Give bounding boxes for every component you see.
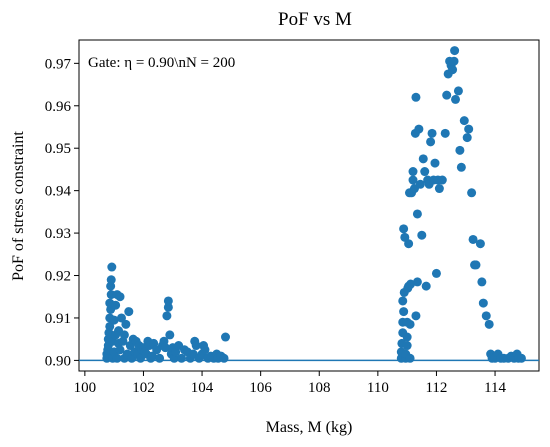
data-point <box>404 239 414 249</box>
data-point <box>427 128 437 138</box>
data-point <box>177 353 187 363</box>
data-point <box>426 137 436 147</box>
data-point <box>481 311 491 321</box>
data-point <box>450 46 460 56</box>
data-point <box>191 341 201 351</box>
data-point <box>415 179 425 189</box>
data-point <box>478 298 488 308</box>
data-point <box>459 116 469 126</box>
data-point <box>467 188 477 198</box>
data-point <box>163 296 173 306</box>
data-point <box>462 133 472 143</box>
data-point <box>475 239 485 249</box>
x-tick-label: 100 <box>74 380 97 396</box>
y-axis: 0.90 0.91 0.92 0.93 0.94 0.95 0.96 0.97 <box>45 56 79 369</box>
data-point <box>106 275 116 285</box>
data-point <box>165 330 175 340</box>
data-point <box>402 332 412 342</box>
data-point <box>456 162 466 172</box>
data-point <box>124 307 134 317</box>
data-point <box>408 167 418 177</box>
data-point <box>453 86 463 96</box>
data-point <box>471 260 481 270</box>
y-tick-label: 0.97 <box>45 56 72 72</box>
y-axis-label: PoF of stress constraint <box>10 131 27 281</box>
data-point <box>431 268 441 278</box>
x-tick-label: 108 <box>308 380 331 396</box>
x-axis: 100 102 104 106 108 110 112 114 <box>74 371 507 396</box>
data-point <box>464 124 474 134</box>
data-point <box>412 277 422 287</box>
x-tick-label: 106 <box>249 380 272 396</box>
data-point <box>421 281 431 291</box>
data-point <box>468 234 478 244</box>
data-point <box>402 341 412 351</box>
data-point <box>121 319 131 329</box>
data-point <box>455 145 465 155</box>
data-point <box>115 292 125 302</box>
data-points <box>102 46 526 363</box>
data-point <box>155 353 165 363</box>
data-point <box>420 167 430 177</box>
x-tick-label: 114 <box>484 380 506 396</box>
data-point <box>408 175 418 185</box>
data-point <box>477 277 487 287</box>
x-tick-label: 112 <box>425 380 447 396</box>
data-point <box>119 330 129 340</box>
x-axis-label: Mass, M (kg) <box>266 419 353 436</box>
data-point <box>107 262 117 272</box>
y-tick-label: 0.94 <box>45 184 72 200</box>
data-point <box>109 315 119 325</box>
data-point <box>105 321 115 331</box>
data-point <box>418 154 428 164</box>
data-point <box>484 319 494 329</box>
y-tick-label: 0.93 <box>45 226 71 242</box>
data-point <box>450 94 460 104</box>
data-point <box>111 300 121 310</box>
y-tick-label: 0.96 <box>45 99 72 115</box>
data-point <box>200 345 210 355</box>
y-tick-label: 0.95 <box>45 141 71 157</box>
data-point <box>147 351 157 361</box>
data-point <box>440 128 450 138</box>
plot-frame <box>78 39 540 372</box>
data-point <box>412 209 422 219</box>
data-point <box>442 90 452 100</box>
x-tick-label: 102 <box>132 380 155 396</box>
data-point <box>163 302 173 312</box>
x-tick-label: 110 <box>367 380 389 396</box>
data-point <box>112 353 122 363</box>
data-point <box>160 343 170 353</box>
data-point <box>116 313 126 323</box>
data-point <box>399 307 409 317</box>
chart-title: PoF vs M <box>278 9 352 30</box>
data-point <box>219 353 229 363</box>
data-point <box>220 332 230 342</box>
data-point <box>448 65 458 75</box>
x-tick-label: 104 <box>191 380 214 396</box>
data-point <box>437 175 447 185</box>
data-point <box>162 311 172 321</box>
data-point <box>398 296 408 306</box>
gate-annotation: Gate: η = 0.90\nN = 200 <box>88 55 235 71</box>
data-point <box>399 224 409 234</box>
data-point <box>405 319 415 329</box>
data-point <box>430 158 440 168</box>
data-point <box>411 311 421 321</box>
y-tick-label: 0.92 <box>45 269 71 285</box>
y-tick-label: 0.90 <box>45 353 71 369</box>
data-point <box>417 230 427 240</box>
data-point <box>115 345 125 355</box>
y-tick-label: 0.91 <box>45 311 71 327</box>
data-point <box>414 124 424 134</box>
data-point <box>405 353 415 363</box>
data-point <box>411 92 421 102</box>
data-point <box>449 56 459 66</box>
data-point <box>516 353 526 363</box>
data-point <box>434 184 444 194</box>
